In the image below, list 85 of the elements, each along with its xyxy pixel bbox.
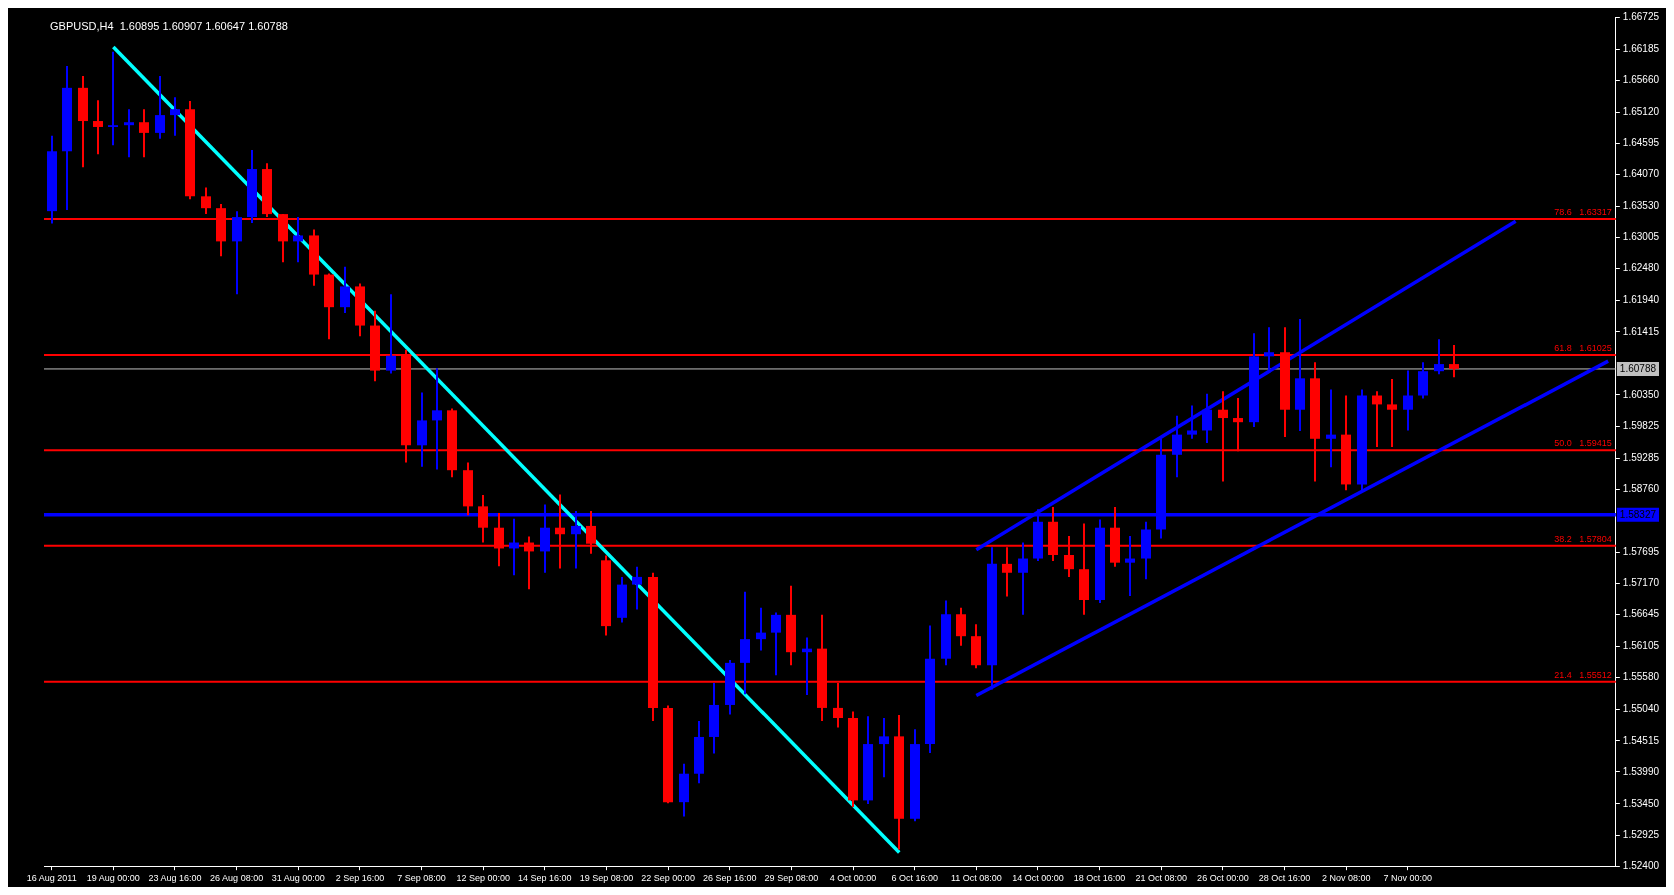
y-tick-label: 1.61415 [1622, 325, 1660, 337]
candlestick [1186, 404, 1198, 440]
candlestick [1386, 377, 1398, 449]
y-tick-label: 1.62480 [1622, 262, 1660, 274]
candlestick [292, 216, 304, 264]
candlestick [477, 494, 489, 544]
candlestick [339, 265, 351, 315]
candlestick [138, 108, 150, 159]
y-tick-label: 1.52925 [1622, 828, 1660, 840]
x-tick-label: 16 Aug 2011 [26, 873, 77, 884]
chart-title: GBPUSD,H4 1.60895 1.60907 1.60647 1.60788 [50, 19, 288, 32]
x-tick-label: 14 Sep 16:00 [518, 873, 572, 884]
candlestick [631, 565, 643, 611]
candlestick [107, 50, 119, 147]
x-tick-label: 29 Sep 08:00 [764, 873, 819, 884]
x-tick-label: 11 Oct 08:00 [950, 873, 1002, 884]
y-tick-label: 1.63530 [1622, 200, 1660, 212]
ref-line-label: 1.58327 [1619, 508, 1657, 520]
y-tick-label: 1.60350 [1622, 388, 1660, 400]
x-tick-label: 14 Oct 00:00 [1012, 873, 1064, 884]
x-tick-label: 26 Aug 08:00 [210, 873, 264, 884]
y-tick-label: 1.58760 [1622, 482, 1660, 494]
candlestick [878, 717, 890, 779]
y-tick-label: 1.57695 [1622, 546, 1660, 558]
x-tick-label: 21 Oct 08:00 [1135, 873, 1188, 884]
candlestick [1371, 390, 1383, 449]
y-tick-label: 1.59285 [1622, 451, 1660, 463]
annotation: 21.4 1.55512 [1554, 669, 1612, 680]
x-tick-label: 2 Nov 08:00 [1321, 873, 1371, 884]
annotation: 61.8 1.61025 [1554, 342, 1612, 353]
candlestick [1124, 535, 1136, 597]
y-tick-label: 1.53450 [1622, 797, 1660, 809]
candlestick [169, 96, 181, 137]
x-tick-label: 4 Oct 00:00 [829, 873, 877, 884]
y-tick-label: 1.61940 [1622, 294, 1660, 306]
candlestick [1017, 541, 1029, 616]
candlestick [1325, 388, 1337, 469]
y-tick-label: 1.63005 [1622, 231, 1660, 243]
candlestick [385, 293, 397, 375]
y-tick-label: 1.59825 [1622, 419, 1660, 431]
candlestick [1201, 392, 1213, 444]
y-tick-label: 1.52400 [1622, 859, 1660, 871]
x-tick-label: 6 Oct 16:00 [891, 873, 938, 884]
y-tick-label: 1.64595 [1622, 137, 1660, 149]
ref-line-label: 1.60788 [1619, 362, 1657, 374]
candlestick [123, 108, 135, 159]
y-tick-label: 1.66725 [1622, 10, 1660, 22]
candlestick [154, 74, 166, 140]
annotation: 78.6 1.63317 [1554, 207, 1612, 218]
x-tick-label: 7 Nov 00:00 [1383, 873, 1433, 884]
y-tick-label: 1.55040 [1622, 703, 1660, 715]
candlestick [955, 606, 967, 647]
y-tick-label: 1.54515 [1622, 734, 1660, 746]
annotation: 50.0 1.59415 [1554, 438, 1612, 449]
x-tick-label: 18 Oct 16:00 [1073, 873, 1126, 884]
candlestick [431, 367, 443, 471]
x-tick-label: 26 Sep 16:00 [702, 873, 757, 884]
x-tick-label: 19 Sep 08:00 [579, 873, 634, 884]
candlestick [739, 590, 751, 696]
x-tick-label: 19 Aug 00:00 [86, 873, 140, 884]
y-tick-label: 1.55580 [1622, 671, 1660, 683]
y-tick-label: 1.56105 [1622, 640, 1660, 652]
y-tick-label: 1.66185 [1622, 42, 1660, 54]
x-tick-label: 31 Aug 00:00 [271, 873, 325, 884]
candlestick [1402, 369, 1414, 432]
y-tick-label: 1.64070 [1622, 168, 1660, 180]
x-tick-label: 23 Aug 16:00 [148, 873, 202, 884]
candlestick [1171, 414, 1183, 479]
y-tick-label: 1.53990 [1622, 765, 1660, 777]
y-tick-label: 1.65120 [1622, 105, 1660, 117]
x-tick-label: 22 Sep 00:00 [641, 873, 695, 884]
y-tick-label: 1.57170 [1622, 577, 1660, 589]
x-tick-label: 7 Sep 08:00 [397, 873, 446, 884]
candlestick [92, 99, 104, 156]
x-tick-label: 2 Sep 16:00 [335, 873, 385, 884]
x-tick-label: 28 Oct 16:00 [1258, 873, 1311, 884]
candlestick [755, 606, 767, 652]
candlestick [1433, 338, 1445, 376]
candlestick [200, 186, 212, 216]
y-tick-label: 1.65660 [1622, 73, 1660, 85]
y-tick-label: 1.56645 [1622, 608, 1660, 620]
x-tick-label: 26 Oct 00:00 [1197, 873, 1249, 884]
x-tick-label: 12 Sep 00:00 [456, 873, 510, 884]
candlestick [770, 611, 782, 677]
annotation: 38.2 1.57804 [1554, 533, 1612, 544]
